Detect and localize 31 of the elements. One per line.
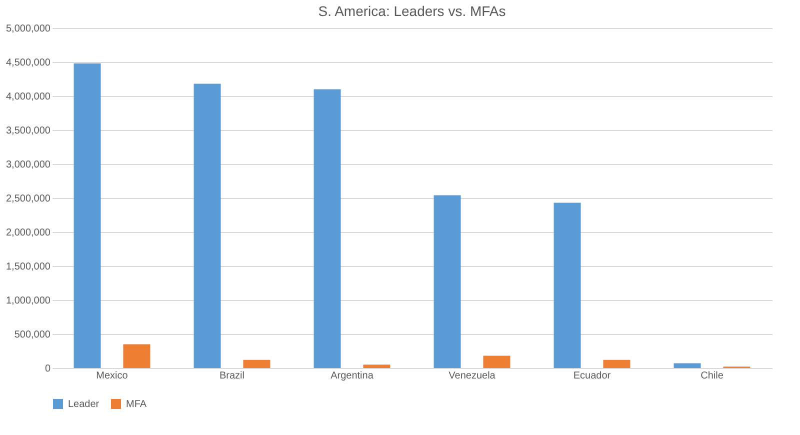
x-tick-label: Ecuador (573, 370, 612, 382)
y-tick-label: 500,000 (14, 330, 51, 340)
bar (123, 344, 150, 368)
y-tick-label: 3,500,000 (6, 126, 51, 136)
y-tick-label: 1,500,000 (6, 262, 51, 272)
bar (483, 356, 510, 368)
bar (74, 63, 101, 368)
bar (674, 363, 701, 368)
x-tick-label: Argentina (330, 370, 374, 382)
y-tick-label: 3,000,000 (6, 160, 51, 170)
legend-label: MFA (126, 399, 147, 410)
y-tick-label: 0 (44, 364, 51, 374)
bar (603, 360, 630, 368)
bar (194, 84, 221, 368)
x-tick-label: Mexico (96, 370, 128, 382)
x-tick-label: Brazil (219, 370, 245, 382)
bar (243, 360, 270, 368)
bar (434, 195, 461, 368)
bar (363, 364, 390, 368)
chart-title: S. America: Leaders vs. MFAs (318, 3, 506, 19)
y-tick-label: 5,000,000 (6, 24, 51, 34)
bar (314, 89, 341, 368)
y-tick-label: 2,500,000 (6, 194, 51, 204)
y-tick-label: 2,000,000 (6, 228, 51, 238)
x-tick-label: Chile (700, 370, 724, 382)
x-tick-label: Venezuela (448, 370, 496, 382)
y-tick-label: 4,500,000 (6, 58, 51, 68)
bar (554, 202, 581, 368)
y-tick-label: 4,000,000 (6, 92, 51, 102)
legend-label: Leader (68, 399, 100, 410)
y-tick-label: 1,000,000 (6, 296, 51, 306)
